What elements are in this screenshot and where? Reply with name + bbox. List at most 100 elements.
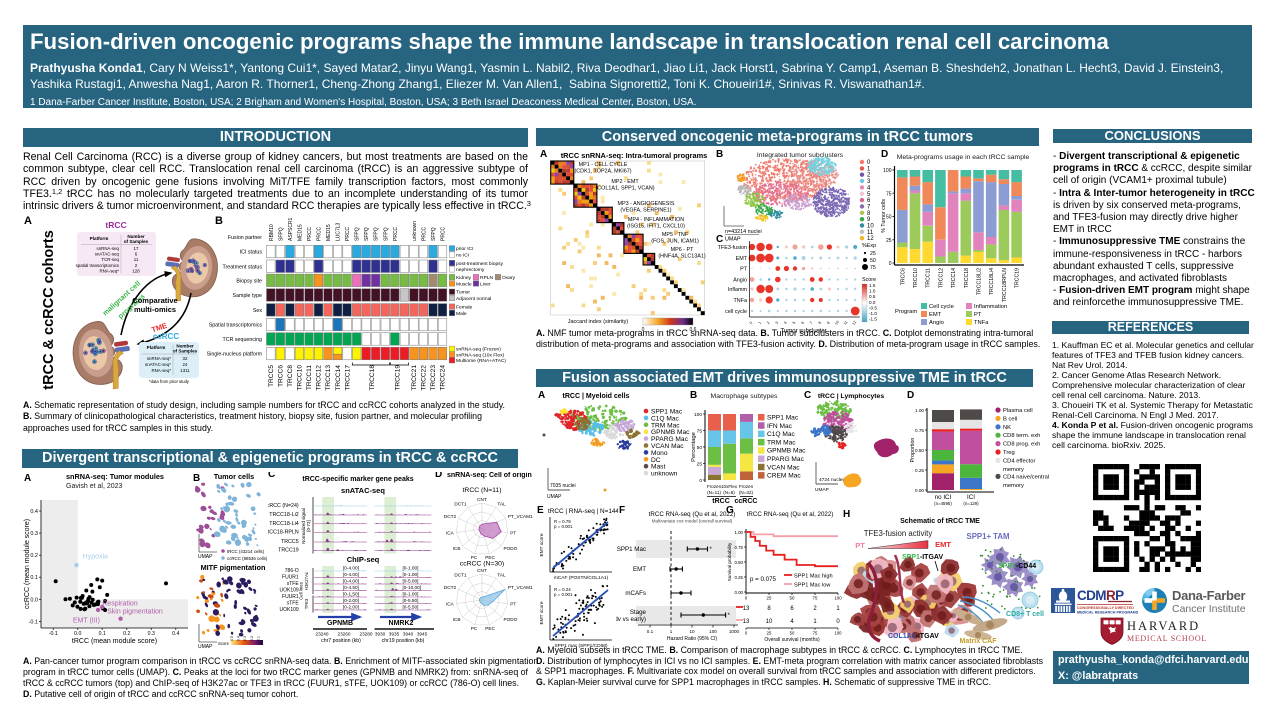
- svg-text:TRCC10: TRCC10: [297, 365, 304, 391]
- svg-text:PRCC: PRCC: [393, 226, 399, 241]
- svg-text:TRCC12: TRCC12: [938, 268, 944, 288]
- svg-text:TRM Mac: TRM Mac: [651, 422, 680, 429]
- svg-text:[0-5.50]: [0-5.50]: [403, 598, 419, 603]
- svg-text:*data from prior study: *data from prior study: [149, 379, 190, 384]
- svg-text:ccRCC (N=24): ccRCC (N=24): [268, 503, 299, 509]
- svg-text:0.3: 0.3: [243, 636, 247, 641]
- svg-text:Female: Female: [456, 305, 473, 311]
- svg-text:23280: 23280: [359, 632, 372, 637]
- svg-text:TCR sequencing: TCR sequencing: [223, 337, 263, 343]
- svg-text:sTFE: sTFE: [287, 581, 300, 587]
- svg-text:Frozen: Frozen: [707, 484, 722, 489]
- svg-text:snRNA-seq (10x Flex): snRNA-seq (10x Flex): [456, 352, 504, 358]
- svg-text:ICB: ICB: [453, 546, 461, 551]
- svg-text:UOK109: UOK109: [280, 607, 299, 613]
- svg-text:tRCC: tRCC: [712, 498, 730, 505]
- svg-text:17: 17: [134, 246, 139, 251]
- svg-text:6: 6: [801, 321, 805, 325]
- svg-text:12: 12: [867, 236, 874, 242]
- svg-text:Comparative: Comparative: [132, 296, 177, 305]
- svg-text:MP1 - CELL CYCLE: MP1 - CELL CYCLE: [579, 162, 628, 168]
- svg-text:[0-4.00]: [0-4.00]: [343, 579, 359, 584]
- svg-text:24: 24: [183, 362, 188, 367]
- svg-text:tRCC & ccRCC cohorts: tRCC & ccRCC cohorts: [41, 230, 57, 390]
- svg-text:TRCC5: TRCC5: [281, 539, 299, 545]
- svg-text:PC: PC: [471, 626, 478, 631]
- svg-text:4: 4: [783, 321, 787, 325]
- svg-text:0.50: 0.50: [915, 448, 924, 453]
- svg-text:B: B: [716, 150, 723, 160]
- svg-text:CREM Mac: CREM Mac: [767, 473, 801, 480]
- svg-text:Multiome (RNA+ATAC): Multiome (RNA+ATAC): [456, 358, 506, 364]
- svg-text:PRCC: PRCC: [345, 226, 351, 241]
- svg-text:MP2 - EMT: MP2 - EMT: [611, 179, 639, 185]
- svg-text:MITF pigmentation: MITF pigmentation: [201, 563, 266, 572]
- svg-text:PRCC: PRCC: [307, 226, 313, 241]
- svg-text:RBM10: RBM10: [269, 224, 275, 241]
- svg-text:EMT: EMT: [929, 312, 942, 318]
- svg-text:Jaccard index (similarity): Jaccard index (similarity): [568, 319, 629, 325]
- svg-text:E: E: [537, 505, 544, 516]
- svg-text:Mono: Mono: [651, 450, 668, 457]
- svg-text:23240: 23240: [315, 632, 328, 637]
- svg-text:3930: 3930: [375, 632, 386, 637]
- svg-text:0.1: 0.1: [30, 575, 38, 581]
- svg-text:8: 8: [867, 211, 871, 217]
- svg-text:PRCC: PRCC: [317, 226, 323, 241]
- svg-text:UMAP: UMAP: [815, 487, 829, 493]
- svg-text:Fusion partner: Fusion partner: [228, 235, 262, 241]
- svg-text:Respiration: Respiration: [102, 600, 138, 607]
- svg-text:ccRCC (N=30): ccRCC (N=30): [460, 561, 504, 568]
- svg-text:3945: 3945: [417, 632, 428, 637]
- svg-text:1.5: 1.5: [869, 283, 876, 288]
- svg-text:Macrophage subtypes: Macrophage subtypes: [711, 393, 778, 400]
- svg-text:A: A: [540, 150, 547, 160]
- svg-text:3935: 3935: [389, 632, 400, 637]
- svg-text:RNA-seq*: RNA-seq*: [99, 268, 119, 273]
- svg-text:[0-2.00]: [0-2.00]: [343, 605, 359, 610]
- svg-text:tRCC: tRCC: [105, 220, 126, 230]
- svg-text:10xFlex: 10xFlex: [721, 484, 738, 489]
- svg-text:Program: Program: [895, 309, 917, 315]
- svg-text:Treg: Treg: [1003, 450, 1015, 456]
- svg-text:Tumor cells: Tumor cells: [214, 472, 254, 481]
- svg-text:PT: PT: [974, 312, 982, 318]
- svg-text:Number: Number: [127, 234, 145, 239]
- svg-text:TRCC23: TRCC23: [430, 365, 437, 391]
- svg-text:4: 4: [867, 185, 871, 191]
- svg-text:A: A: [24, 215, 32, 227]
- svg-text:TRCC24: TRCC24: [440, 365, 447, 391]
- svg-text:(N=6): (N=6): [723, 490, 735, 495]
- svg-text:Biopsy site: Biopsy site: [236, 278, 262, 284]
- svg-text:0: 0: [642, 327, 645, 333]
- svg-text:B: B: [690, 390, 697, 401]
- svg-text:Inflammation: Inflammation: [974, 304, 1007, 310]
- svg-text:TRCC19: TRCC19: [1015, 268, 1021, 288]
- svg-text:TRCC11: TRCC11: [926, 268, 932, 288]
- svg-text:Single-nucleus platform: Single-nucleus platform: [207, 352, 263, 358]
- svg-text:Mast: Mast: [651, 464, 665, 471]
- svg-text:FUUR1: FUUR1: [282, 594, 299, 600]
- svg-text:MED15: MED15: [297, 224, 303, 241]
- svg-text:[0-1.50]: [0-1.50]: [343, 592, 359, 597]
- svg-text:786-O: 786-O: [285, 568, 299, 574]
- svg-text:ASPSCR1: ASPSCR1: [288, 217, 294, 241]
- svg-text:PRCC: PRCC: [421, 226, 427, 241]
- svg-text:tRCC (43214 cells): tRCC (43214 cells): [227, 549, 265, 554]
- svg-text:Spatial transcriptomics: Spatial transcriptomics: [209, 323, 263, 329]
- svg-text:tRCC-specific marker gene peak: tRCC-specific marker gene peaks: [302, 476, 413, 483]
- svg-text:multi-omics: multi-omics: [134, 305, 176, 314]
- svg-text:SPP1 Mac: SPP1 Mac: [767, 415, 799, 422]
- svg-text:PODO: PODO: [504, 546, 518, 551]
- svg-text:0.1: 0.1: [99, 631, 106, 637]
- svg-text:NK: NK: [1003, 425, 1011, 431]
- svg-text:PODO: PODO: [504, 617, 518, 622]
- svg-text:4724 nuclei: 4724 nuclei: [819, 477, 844, 483]
- svg-text:TRCC18Li4: TRCC18Li4: [989, 268, 995, 295]
- svg-text:%Exp: %Exp: [862, 243, 876, 249]
- svg-text:Tumor: Tumor: [456, 290, 470, 296]
- svg-text:GPNMB: GPNMB: [327, 620, 353, 627]
- svg-text:SFPQ: SFPQ: [355, 227, 361, 241]
- svg-text:1.00: 1.00: [915, 408, 924, 413]
- svg-text:(n=129): (n=129): [963, 501, 979, 506]
